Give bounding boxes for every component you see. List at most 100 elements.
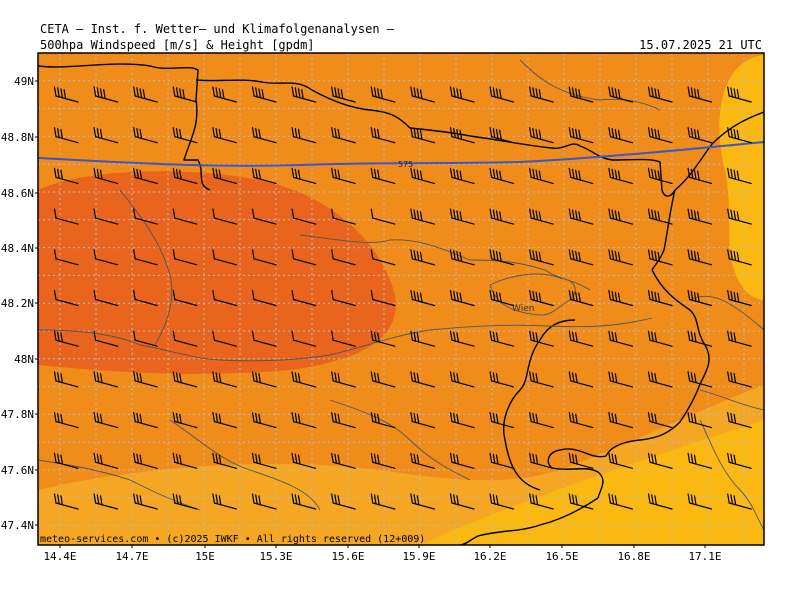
wind-barb: [53, 493, 79, 510]
wind-barb: [172, 208, 198, 225]
longitude-label: 14.4E: [43, 550, 76, 563]
height-contour-575: [38, 141, 764, 167]
wind-barb: [647, 412, 673, 429]
wind-barb: [727, 412, 752, 429]
footer-credit: meteo-services.com • (c)2025 IWKF • All …: [40, 534, 425, 545]
region-border: [519, 59, 661, 111]
wind-barb: [449, 86, 475, 103]
wind-barb: [133, 127, 158, 144]
wind-barb: [291, 452, 317, 469]
wind-barb: [133, 493, 158, 510]
wind-barb: [172, 86, 198, 103]
wind-barb: [212, 127, 237, 144]
wind-barb: [489, 289, 515, 307]
wind-barb: [331, 452, 356, 469]
wind-barb: [489, 371, 515, 388]
contour-label: 575: [398, 160, 413, 169]
latitude-label: 47.4N: [1, 519, 34, 532]
wind-barb: [647, 289, 673, 307]
wind-barb: [608, 412, 634, 429]
wind-barb: [727, 208, 752, 225]
wind-barb: [331, 167, 356, 184]
wind-barb: [647, 371, 673, 388]
wind-barb: [93, 208, 119, 225]
wind-barb: [291, 86, 317, 103]
wind-barb: [93, 289, 119, 307]
wind-barb: [529, 167, 554, 184]
wind-barb: [93, 86, 119, 103]
wind-barb: [291, 412, 317, 429]
longitude-label: 15.6E: [331, 550, 364, 563]
datetime-label: 15.07.2025 21 UTC: [639, 38, 762, 52]
wind-barb: [647, 493, 673, 510]
region-border: [699, 389, 764, 411]
wind-barb: [568, 86, 594, 103]
wind-barb: [172, 289, 198, 307]
wind-barb: [687, 452, 713, 469]
wind-barb: [608, 330, 634, 347]
wind-barb: [212, 249, 237, 266]
wind-barb: [53, 127, 79, 144]
country-border: [674, 111, 764, 191]
wind-barb: [133, 86, 158, 103]
lat-lon-grid: [38, 53, 764, 545]
wind-barb: [529, 249, 554, 266]
wind-barb: [568, 412, 594, 429]
country-border: [547, 269, 710, 499]
parameter-title: 500hpa Windspeed [m/s] & Height [gpdm]: [40, 38, 315, 52]
wind-barb: [410, 289, 435, 307]
latitude-label: 47.6N: [1, 464, 34, 477]
wind-barb: [687, 289, 713, 307]
wind-barb: [568, 452, 594, 469]
wind-barb: [727, 330, 752, 347]
wind-barb: [647, 249, 673, 266]
country-border: [503, 319, 576, 491]
axis-ticks: [35, 80, 706, 548]
wind-barb: [133, 208, 158, 225]
latitude-label: 48.8N: [1, 131, 34, 144]
wind-barb: [608, 249, 634, 266]
wind-barb: [172, 412, 198, 429]
longitude-label: 14.7E: [115, 550, 148, 563]
wind-barb: [251, 289, 277, 307]
wind-barb: [410, 249, 435, 266]
wind-barb: [251, 208, 277, 225]
wind-barb: [529, 86, 554, 103]
wind-barb: [93, 127, 119, 144]
region-border: [119, 189, 173, 346]
wind-barb: [489, 127, 515, 144]
wind-barb: [331, 371, 356, 388]
wind-barb: [410, 330, 435, 347]
longitude-label: 15.3E: [259, 550, 292, 563]
wind-barb: [687, 330, 713, 347]
wind-barb: [370, 208, 396, 225]
wind-barb: [410, 208, 435, 225]
wind-barb: [489, 412, 515, 429]
wind-barb: [727, 127, 752, 144]
wind-barb: [647, 167, 673, 184]
region-border: [489, 273, 576, 316]
wind-barb: [172, 127, 198, 144]
wind-barb: [370, 493, 396, 510]
wind-barb: [133, 249, 158, 266]
wind-barb: [449, 167, 475, 184]
wind-barb: [608, 167, 634, 184]
wind-barb: [608, 371, 634, 388]
longitude-label: 16.2E: [473, 550, 506, 563]
wind-barb: [291, 208, 317, 225]
wind-barb: [727, 249, 752, 266]
country-border: [459, 497, 599, 545]
wind-barb: [410, 86, 435, 103]
wind-barb: [608, 289, 634, 307]
wind-barb: [529, 208, 554, 225]
wind-barb: [370, 167, 396, 184]
wind-barb: [687, 127, 713, 144]
country-border: [195, 79, 676, 197]
region-border: [329, 399, 471, 481]
wind-barb: [291, 493, 317, 510]
wind-barb: [449, 493, 475, 510]
wind-barb: [53, 371, 79, 388]
wind-barb: [529, 493, 554, 510]
wind-barb: [291, 371, 317, 388]
